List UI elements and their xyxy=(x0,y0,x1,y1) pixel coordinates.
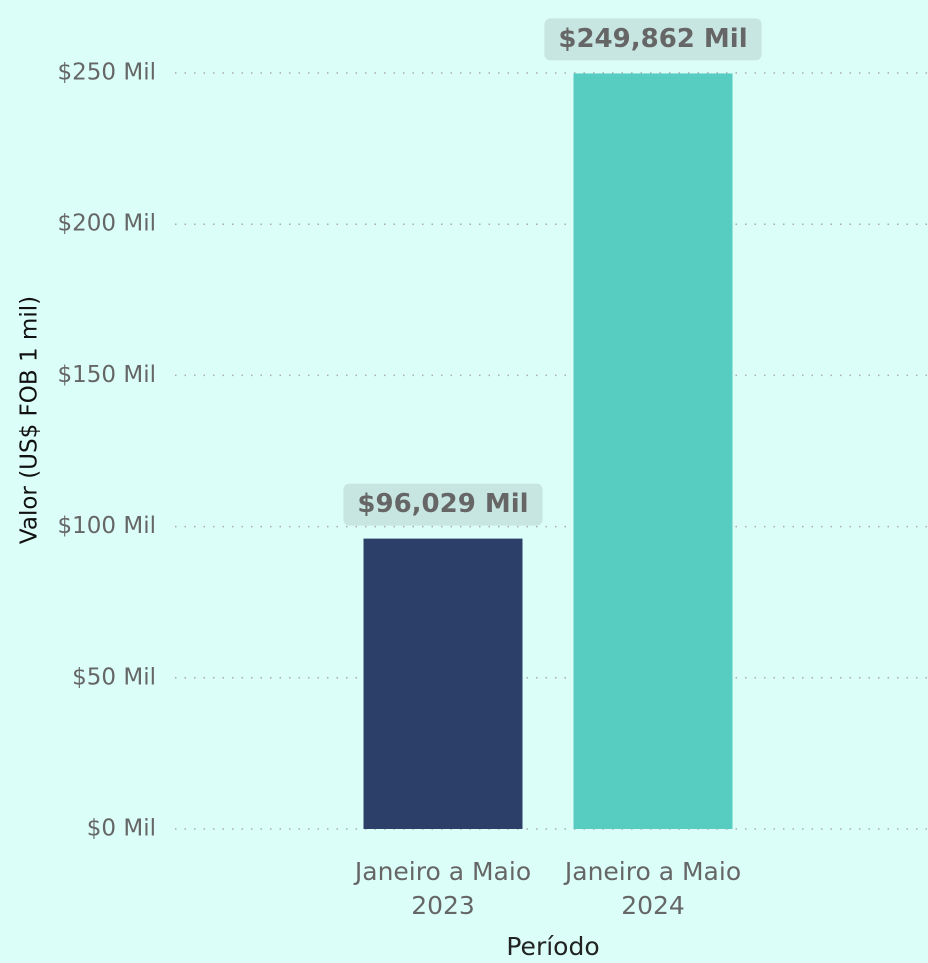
y-tick-label: $250 Mil xyxy=(58,60,156,86)
y-tick-label: $0 Mil xyxy=(87,816,156,842)
value-label: $96,029 Mil xyxy=(357,489,528,519)
y-tick-label: $100 Mil xyxy=(58,513,156,539)
y-axis-title: Valor (US$ FOB 1 mil) xyxy=(17,296,43,544)
y-tick-label: $50 Mil xyxy=(72,664,156,690)
y-tick-label: $200 Mil xyxy=(58,211,156,237)
value-label: $249,862 Mil xyxy=(558,24,747,54)
bar xyxy=(363,538,523,829)
value-label-background xyxy=(544,18,762,61)
x-tick-label: Janeiro a Maio 2024 xyxy=(564,857,742,920)
x-axis-title: Período xyxy=(506,932,599,961)
y-tick-label: $150 Mil xyxy=(58,362,156,388)
value-label-background xyxy=(343,483,543,526)
x-tick-label: Janeiro a Maio 2023 xyxy=(354,857,532,920)
bar xyxy=(573,73,733,830)
